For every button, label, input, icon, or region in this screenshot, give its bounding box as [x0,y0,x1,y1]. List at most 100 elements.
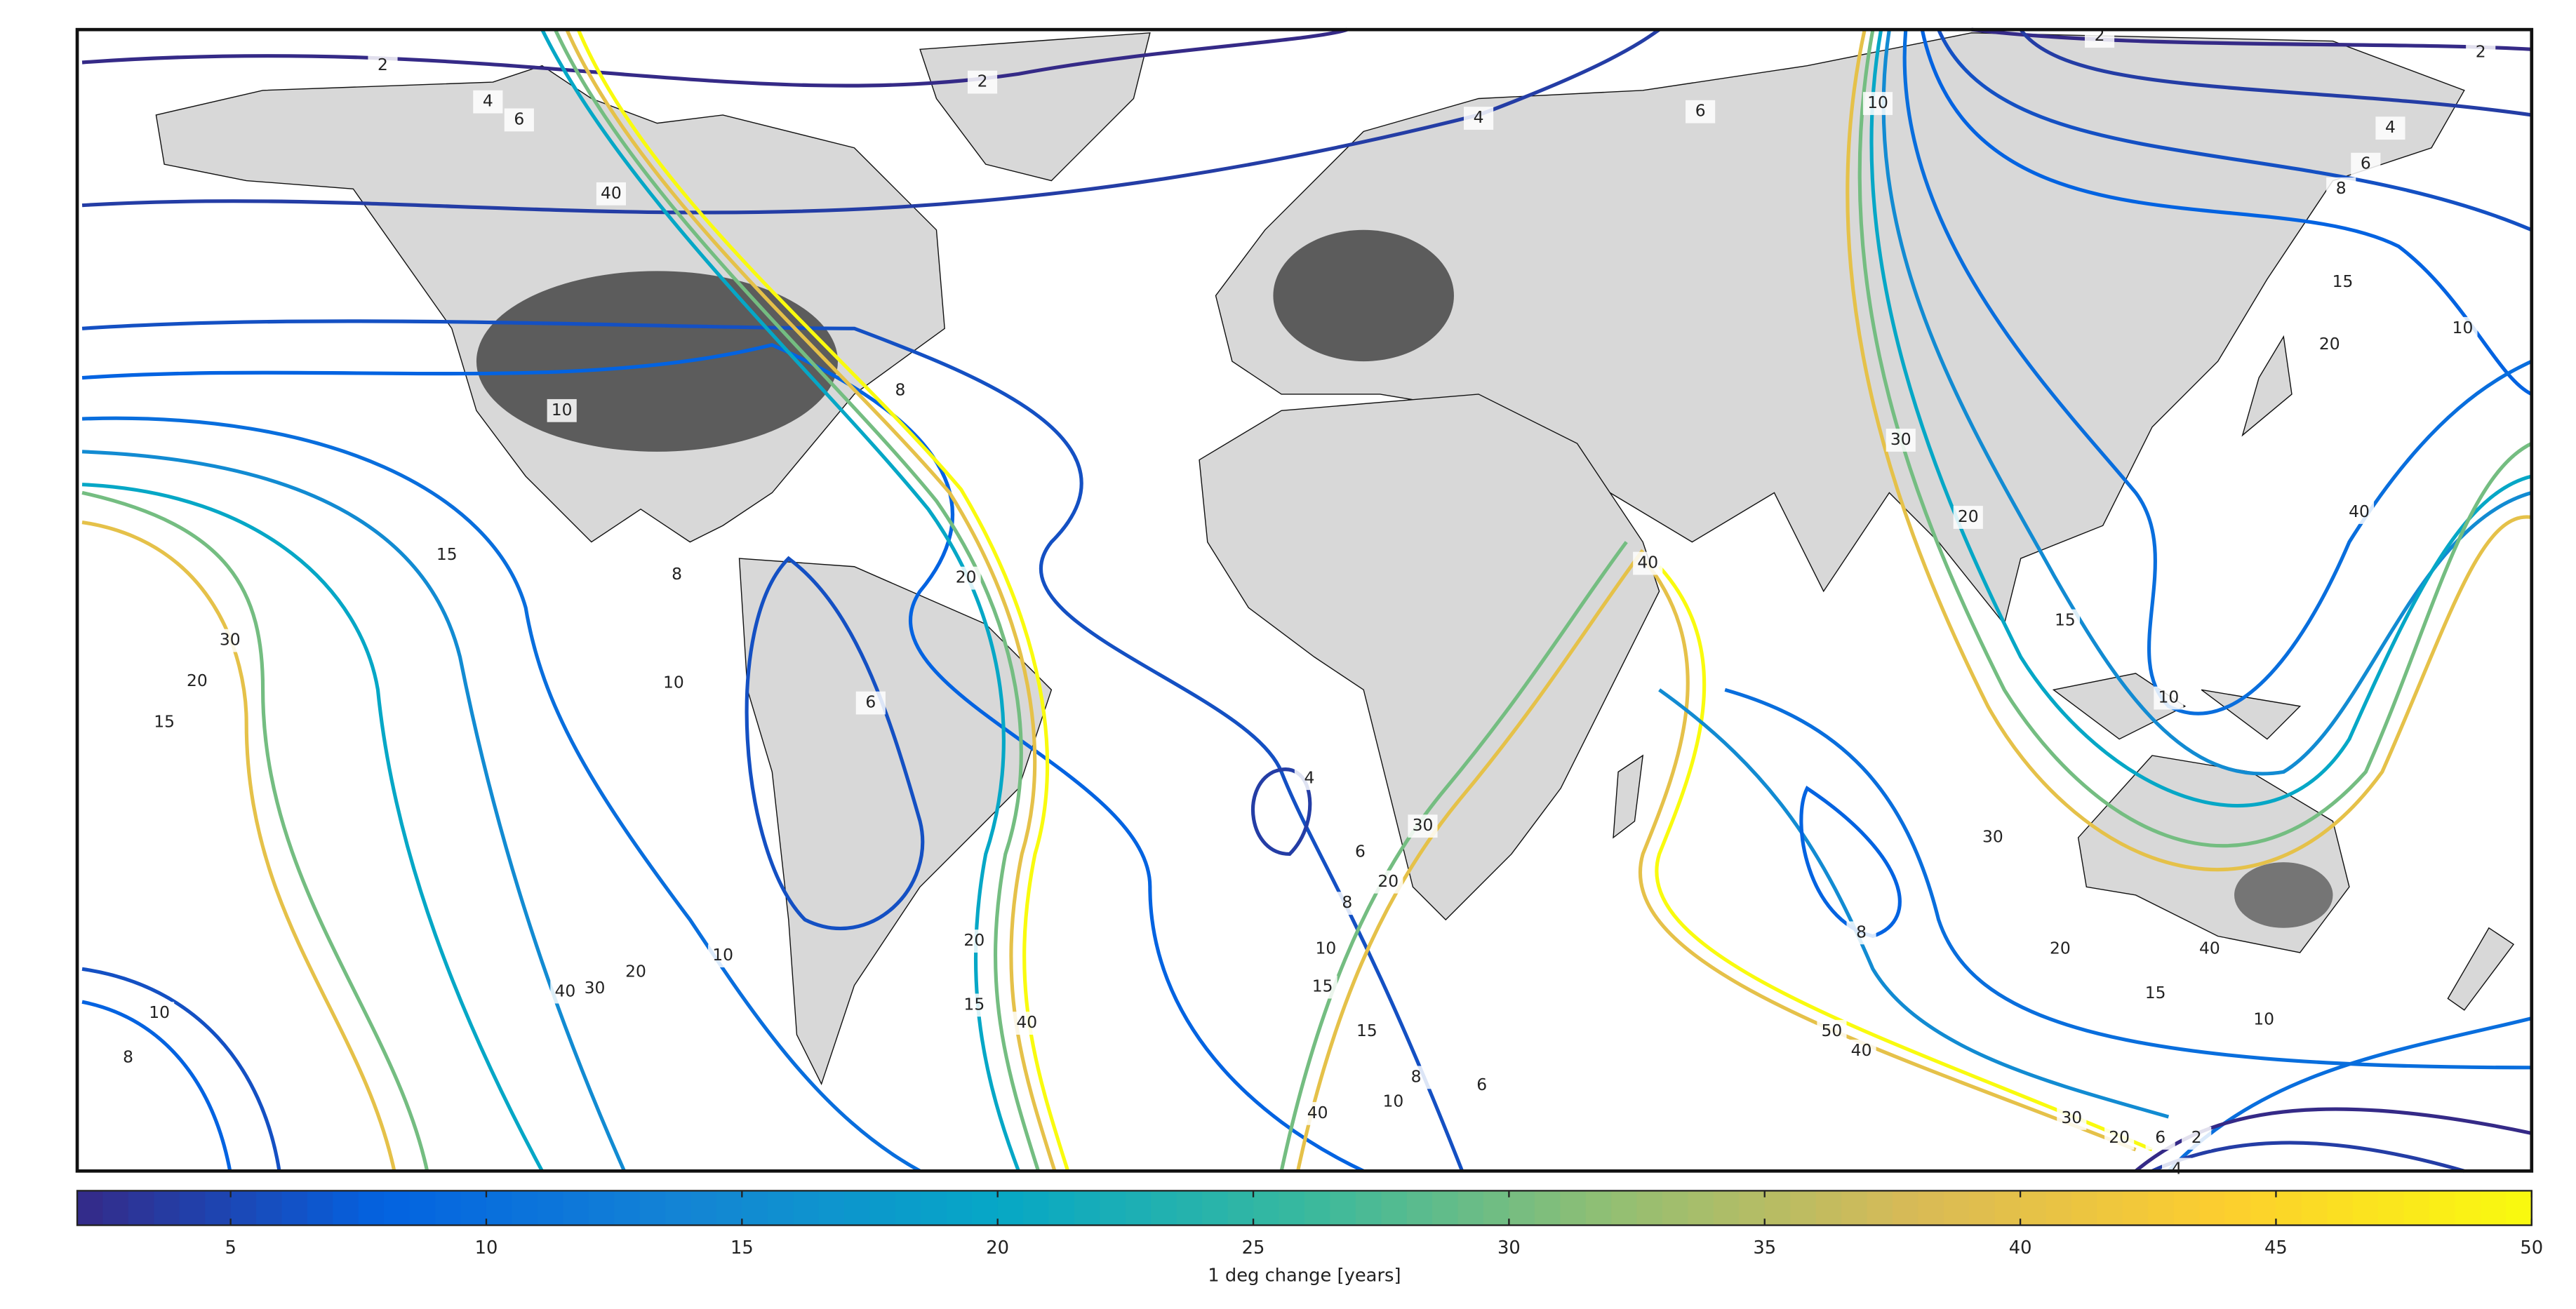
colorbar-segment [1253,1190,1280,1226]
contour-line [81,490,429,1172]
contour-label-bg [2344,501,2375,524]
contour-label-bg [1977,826,2008,850]
contour-label: 10 [1315,939,1336,958]
contour-label-bg [1862,92,1893,115]
colorbar-tick-label: 15 [730,1237,754,1258]
contour-label: 30 [1413,815,1434,835]
contour-label: 40 [601,183,622,203]
contour-label-bg [113,1046,143,1070]
land [155,32,2515,1086]
contour-line [81,319,1464,1172]
contour-label: 15 [963,994,985,1014]
contour-label-bg [1633,551,1663,575]
contour-label-bg [550,980,580,1004]
colorbar-frame [76,1190,2532,1226]
station-cluster [1273,229,1454,362]
contour-line [2167,1016,2532,1173]
colorbar-segment [1892,1190,1919,1226]
contour-label-bg [2145,1127,2175,1150]
colorbar-segment [1969,1190,1996,1226]
colorbar-segment [2250,1190,2277,1226]
colorbar-segment [205,1190,232,1226]
contour-label: 20 [1377,871,1399,891]
colorbar-segment [869,1190,897,1226]
contour-label: 6 [865,692,876,712]
colorbar-segment [1023,1190,1050,1226]
contour-label: 6 [1355,842,1366,861]
contour-label: 8 [895,380,906,400]
contour-label-bg [662,563,692,586]
contour-label: 20 [2109,1127,2130,1147]
colorbar-segment [307,1190,334,1226]
contour-label-bg [2351,152,2381,176]
colorbar-segment [2122,1190,2149,1226]
colorbar-segment [895,1190,922,1226]
contour-line [745,556,925,930]
colorbar-segment [2173,1190,2201,1226]
contour-label-bg [959,929,989,953]
colorbar-segment [742,1190,768,1226]
colorbar-segment [1227,1190,1255,1226]
colorbar-tick-label: 40 [2009,1237,2032,1258]
contour-label-bg [2448,316,2478,340]
greenland [919,32,1151,182]
colorbar-segment [1100,1190,1127,1226]
contour-label-bg [1953,506,1983,529]
colorbar-segment [409,1190,436,1226]
contour-label-bg [2375,116,2405,140]
colorbar-segment [2480,1190,2507,1226]
contour-label-bg [149,711,180,734]
contour-line [1857,29,2532,848]
contour-label: 8 [1342,892,1352,912]
colorbar-segment [486,1190,513,1226]
contour-label-bg [2249,1008,2279,1032]
colorbar: 5 10 15 20 25 30 35 40 45 50 [76,1190,2543,1258]
colorbar-segment [1509,1190,1535,1226]
colorbar-segment [1739,1190,1766,1226]
colorbar-segment [1483,1190,1510,1226]
colorbar-tick-label: 30 [1497,1237,1521,1258]
colorbar-segment [1151,1190,1177,1226]
colorbar-segment [1432,1190,1459,1226]
colorbar-segment [1611,1190,1638,1226]
colorbar-tick-label: 35 [1753,1237,1776,1258]
colorbar-segment [2020,1190,2047,1226]
contour-label: 10 [2158,687,2179,707]
contour-label-bg [1302,1101,1333,1125]
colorbar-segment [333,1190,359,1226]
contour-label: 10 [2253,1009,2274,1028]
colorbar-tick-label: 25 [1242,1237,1265,1258]
contour-label-bg [2045,937,2075,961]
colorbar-segment [2046,1190,2073,1226]
contour-label-bg [182,670,213,694]
colorbar-tick-label: 50 [2520,1237,2543,1258]
contour-label-bg [2140,982,2170,1005]
colorbar-segment [1125,1190,1152,1226]
colorbar-segment [2506,1190,2532,1226]
contour-label: 30 [1982,827,2003,847]
contour-label-bg [2466,41,2496,65]
contour-label-bg [1467,1074,1497,1097]
contour-label: 10 [1867,93,1888,112]
colorbar-tick-label: 10 [475,1237,498,1258]
contour-label-bg [2314,333,2344,357]
contour-label: 10 [1382,1091,1403,1110]
colorbar-segment [2097,1190,2123,1226]
contour-label: 4 [483,91,493,111]
colorbar-segment [997,1190,1025,1226]
contour-line [2019,28,2532,117]
contour-label: 40 [1637,553,1658,572]
contour-label: 40 [554,981,575,1001]
madagascar [1613,754,1644,839]
contour-label: 4 [1474,107,1484,127]
colorbar-segment [537,1190,564,1226]
colorbar-segment [179,1190,206,1226]
station-cluster [476,271,839,452]
colorbar-segment [1918,1190,1944,1226]
colorbar-segment [972,1190,999,1226]
colorbar-segment [1457,1190,1485,1226]
colorbar-segment [358,1190,385,1226]
contour-label: 8 [1856,922,1867,941]
contour-label: 2 [378,55,388,74]
